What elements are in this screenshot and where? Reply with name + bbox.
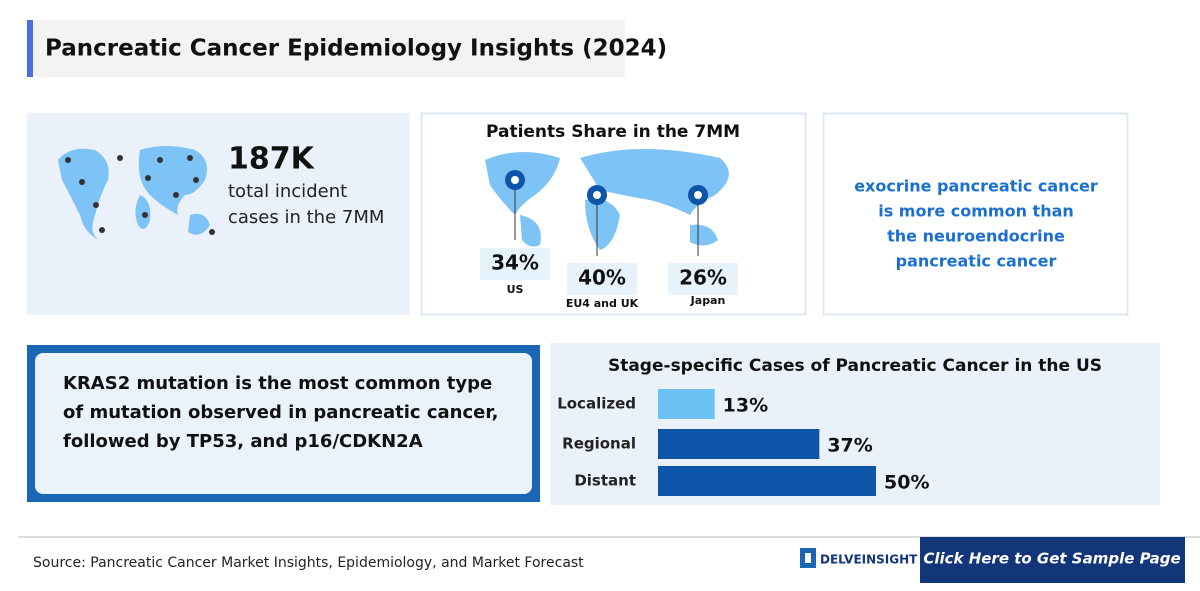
share-region: EU4 and UK: [566, 297, 639, 310]
note-text: pancreatic cancer: [896, 252, 1057, 271]
map-markers: [65, 155, 215, 235]
share-title: Patients Share in the 7MM: [486, 122, 740, 142]
share-value: 40%: [578, 266, 626, 290]
incidence-text: total incident: [228, 181, 347, 202]
brand-name: DELVEINSIGHT: [820, 553, 918, 567]
share-region: Japan: [690, 294, 726, 307]
chart-title: Stage-specific Cases of Pancreatic Cance…: [608, 356, 1102, 376]
note-panel: [822, 112, 1129, 316]
note-text: exocrine pancreatic cancer: [854, 177, 1098, 196]
note-text: is more common than: [878, 202, 1074, 221]
mutation-text: followed by TP53, and p16/CDKN2A: [63, 431, 423, 452]
value-label: 13%: [723, 395, 768, 417]
category-label: Regional: [562, 435, 636, 453]
share-value: 34%: [491, 251, 539, 275]
incidence-text: cases in the 7MM: [228, 207, 384, 228]
page-title: Pancreatic Cancer Epidemiology Insights …: [45, 36, 667, 62]
category-label: Distant: [574, 472, 636, 490]
title-accent: [27, 20, 33, 77]
source-text: Source: Pancreatic Cancer Market Insight…: [33, 555, 584, 571]
button-label[interactable]: Click Here to Get Sample Page: [923, 550, 1180, 568]
world-map-small: [58, 146, 210, 240]
share-box: [567, 263, 637, 295]
share-box: [480, 248, 550, 280]
category-label: Localized: [557, 395, 636, 413]
brand-logo: [800, 548, 816, 568]
note-text: the neuroendocrine: [887, 227, 1065, 246]
bar: [658, 466, 876, 496]
button-bg[interactable]: [920, 537, 1185, 583]
share-value: 26%: [679, 266, 727, 290]
sample-button[interactable]: Click Here to Get Sample Page: [920, 537, 1185, 583]
mutation-inner: [35, 353, 532, 494]
bar: [658, 429, 820, 459]
title-box: [27, 20, 625, 77]
bar: [658, 389, 715, 419]
share-region: US: [507, 283, 524, 296]
value-label: 37%: [827, 435, 872, 457]
location-pins: [505, 170, 708, 256]
mutation-text: of mutation observed in pancreatic cance…: [63, 402, 498, 423]
value-label: 50%: [884, 472, 929, 494]
mutation-text: KRAS2 mutation is the most common type: [63, 373, 492, 394]
incidence-value: 187K: [228, 142, 316, 177]
share-box: [668, 263, 738, 295]
